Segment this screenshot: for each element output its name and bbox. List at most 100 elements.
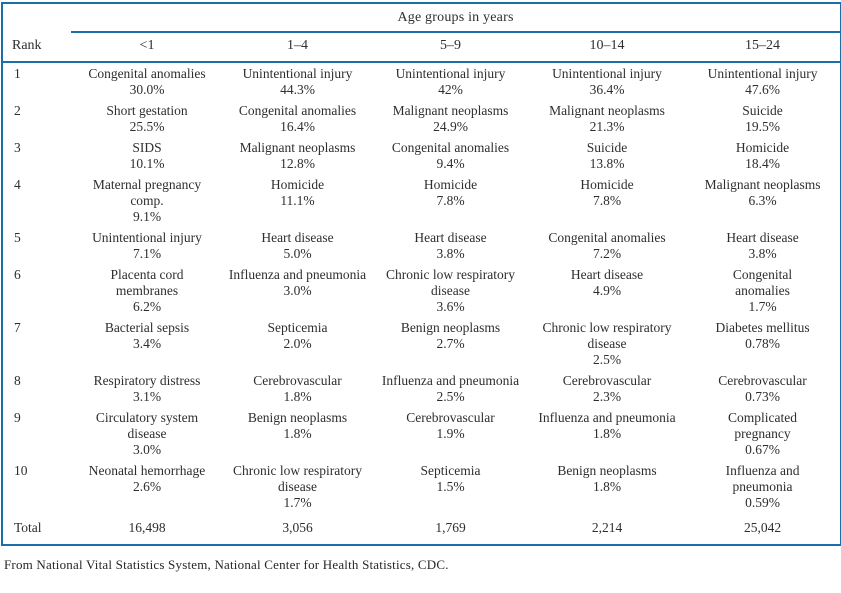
cause-cell: Maternal pregnancy comp. 9.1% — [71, 174, 223, 227]
cause-percent: 1.8% — [283, 389, 312, 404]
table-row: 2 Short gestation 25.5% Congenital anomalie… — [2, 100, 841, 137]
cause-name: Maternal pregnancy comp. — [92, 177, 202, 208]
age-column-header-15-24: 15–24 — [685, 32, 841, 63]
cause-name: Benign neoplasms — [247, 410, 348, 425]
total-value: 25,042 — [743, 520, 782, 535]
cause-cell: Heart disease 3.8% — [685, 227, 841, 264]
mortality-table: Age groups in years Rank <1 1–4 5–9 10–1… — [1, 2, 841, 546]
age-column-header-1-4: 1–4 — [223, 32, 372, 63]
total-value: 16,498 — [128, 520, 166, 535]
cause-percent: 7.1% — [132, 246, 162, 261]
cause-name: Unintentional injury — [92, 230, 202, 245]
age-group-header-row: Age groups in years — [2, 3, 841, 33]
cause-name: Heart disease — [414, 230, 487, 245]
source-note: From National Vital Statistics System, N… — [4, 557, 449, 572]
cause-percent: 21.3% — [589, 119, 625, 134]
cause-name: Diabetes mellitus — [715, 320, 810, 335]
cause-name: Heart disease — [726, 230, 799, 245]
table-row: 8 Respiratory distress 3.1% Cerebrovascular… — [2, 370, 841, 407]
cause-cell: Homicide 7.8% — [372, 174, 529, 227]
cause-name: Neonatal hemorrhage — [88, 463, 206, 478]
cause-percent: 3.8% — [436, 246, 465, 261]
cause-name: Influenza and pneumonia — [538, 410, 676, 425]
rank-column-header: Rank — [2, 32, 71, 63]
cause-percent: 25.5% — [129, 119, 165, 134]
rank-cell: 8 — [14, 373, 21, 388]
cause-cell: Chronic low respiratory disease 2.5% — [529, 317, 685, 370]
cause-cell: Congenital anomalies 1.7% — [685, 264, 841, 317]
cause-cell: Heart disease 4.9% — [529, 264, 685, 317]
cause-percent: 36.4% — [589, 82, 625, 97]
cause-cell: Unintentional injury 42% — [372, 62, 529, 100]
total-value: 3,056 — [282, 520, 313, 535]
cause-name: Congenital anomalies — [391, 140, 510, 155]
cause-cell: Influenza and pneumonia 2.5% — [372, 370, 529, 407]
cause-name: Cerebrovascular — [718, 373, 807, 388]
cause-name: Chronic low respiratory disease — [233, 463, 362, 494]
cause-cell: Benign neoplasms 1.8% — [529, 460, 685, 513]
cause-name: Unintentional injury — [395, 66, 506, 81]
cause-percent: 16.4% — [280, 119, 315, 134]
cause-cell: Complicated pregnancy 0.67% — [685, 407, 841, 460]
cause-name: Congenital anomalies — [238, 103, 357, 118]
cause-name: Homicide — [270, 177, 325, 192]
cause-cell: Congenital anomalies 16.4% — [223, 100, 372, 137]
rank-cell: 1 — [14, 66, 21, 81]
rank-cell: 4 — [14, 177, 21, 192]
rank-cell: 2 — [14, 103, 21, 118]
cause-name: Short gestation — [106, 103, 188, 118]
cause-percent: 44.3% — [280, 82, 315, 97]
total-value: 2,214 — [591, 520, 623, 535]
cause-name: Unintentional injury — [707, 66, 818, 81]
cause-cell: Influenza and pneumonia 1.8% — [529, 407, 685, 460]
cause-percent: 1.5% — [436, 479, 465, 494]
cause-percent: 7.2% — [592, 246, 622, 261]
age-column-header-5-9: 5–9 — [372, 32, 529, 63]
cause-cell: Septicemia 2.0% — [223, 317, 372, 370]
cause-name: Influenza and pneumonia — [381, 373, 520, 388]
table-row: 3 SIDS 10.1% Malignant neoplasms 12.8% Congen… — [2, 137, 841, 174]
cause-percent: 42% — [438, 82, 463, 97]
cause-name: Homicide — [423, 177, 478, 192]
cause-name: Septicemia — [420, 463, 481, 478]
cause-name: Chronic low respiratory disease — [386, 267, 515, 298]
cause-name: Cerebrovascular — [406, 410, 495, 425]
table-row: 4 Maternal pregnancy comp. 9.1% Homicide 11.… — [2, 174, 841, 227]
cause-cell: Influenza and pneumonia 0.59% — [685, 460, 841, 513]
age-column-header-10-14: 10–14 — [529, 32, 685, 63]
cause-cell: Respiratory distress 3.1% — [71, 370, 223, 407]
cause-percent: 3.1% — [132, 389, 162, 404]
cause-percent: 1.8% — [592, 479, 622, 494]
cause-name: Influenza and pneumonia — [228, 267, 367, 282]
cause-percent: 3.8% — [748, 246, 777, 261]
cause-name: Bacterial sepsis — [104, 320, 190, 335]
cause-percent: 0.78% — [745, 336, 780, 351]
cause-percent: 0.67% — [745, 442, 780, 457]
cause-cell: Chronic low respiratory disease 1.7% — [223, 460, 372, 513]
cause-cell: Suicide 19.5% — [685, 100, 841, 137]
cause-percent: 13.8% — [589, 156, 625, 171]
cause-cell: Congenital anomalies 9.4% — [372, 137, 529, 174]
cause-percent: 9.1% — [132, 209, 162, 224]
cause-percent: 4.9% — [592, 283, 622, 298]
cause-percent: 2.0% — [283, 336, 312, 351]
cause-percent: 1.7% — [283, 495, 312, 510]
cause-name: Placenta cord membranes — [110, 267, 184, 298]
cause-cell: Short gestation 25.5% — [71, 100, 223, 137]
cause-name: Homicide — [735, 140, 790, 155]
cause-name: Suicide — [742, 103, 783, 118]
table-row: 10 Neonatal hemorrhage 2.6% Chronic low res… — [2, 460, 841, 513]
cause-percent: 1.7% — [748, 299, 777, 314]
cause-cell: SIDS 10.1% — [71, 137, 223, 174]
cause-cell: Benign neoplasms 1.8% — [223, 407, 372, 460]
cause-cell: Unintentional injury 7.1% — [71, 227, 223, 264]
table-row: 7 Bacterial sepsis 3.4% Septicemia 2.0% Benig… — [2, 317, 841, 370]
cause-name: Influenza and pneumonia — [725, 463, 800, 494]
cause-percent: 1.8% — [283, 426, 312, 441]
cause-cell: Malignant neoplasms 6.3% — [685, 174, 841, 227]
cause-name: Chronic low respiratory disease — [542, 320, 672, 351]
cause-percent: 1.9% — [436, 426, 465, 441]
cause-name: Respiratory distress — [93, 373, 201, 388]
cause-percent: 11.1% — [280, 193, 315, 208]
cause-percent: 12.8% — [280, 156, 315, 171]
